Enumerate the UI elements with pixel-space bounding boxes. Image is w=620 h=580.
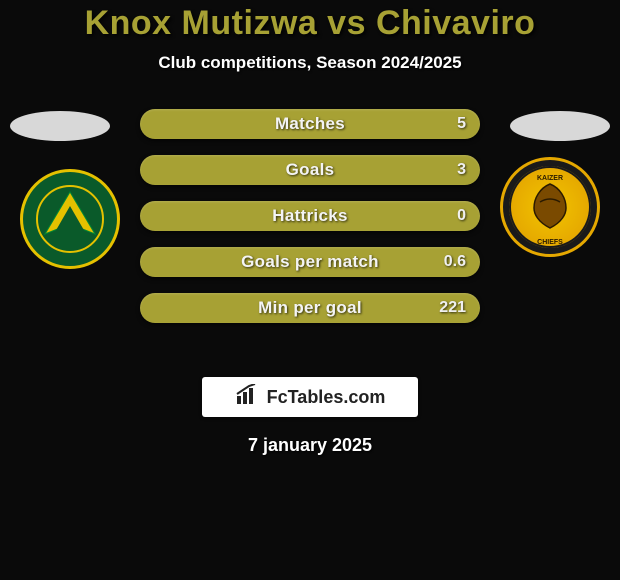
stat-value-right: 221: [439, 299, 466, 317]
player-avatar-left: [10, 111, 110, 141]
stat-label: Hattricks: [272, 206, 347, 226]
stat-label: Matches: [275, 114, 345, 134]
chart-bars-icon: [235, 384, 261, 411]
stat-value-right: 3: [457, 161, 466, 179]
stat-bar-hattricks: Hattricks 0: [140, 201, 480, 231]
svg-text:KAIZER: KAIZER: [537, 175, 563, 182]
stat-bars: Matches 5 Goals 3 Hattricks 0 Goals per …: [140, 109, 480, 339]
club-badge-left: [20, 169, 120, 269]
stat-label: Min per goal: [258, 298, 362, 318]
kaizer-chiefs-crest-icon: KAIZER CHIEFS: [509, 166, 591, 248]
stat-label: Goals: [286, 160, 335, 180]
stat-bar-goals-per-match: Goals per match 0.6: [140, 247, 480, 277]
brand-text: FcTables.com: [267, 387, 386, 408]
page-title: Knox Mutizwa vs Chivaviro: [0, 4, 620, 43]
stat-bar-goals: Goals 3: [140, 155, 480, 185]
stat-bar-matches: Matches 5: [140, 109, 480, 139]
brand-badge[interactable]: FcTables.com: [202, 377, 418, 417]
stat-value-right: 0: [457, 207, 466, 225]
stat-value-right: 0.6: [444, 253, 466, 271]
player-avatar-right: [510, 111, 610, 141]
golden-arrows-crest-icon: [30, 179, 110, 259]
stat-label: Goals per match: [241, 252, 379, 272]
stat-bar-min-per-goal: Min per goal 221: [140, 293, 480, 323]
subtitle: Club competitions, Season 2024/2025: [0, 53, 620, 73]
comparison-card: Knox Mutizwa vs Chivaviro Club competiti…: [0, 0, 620, 456]
date-text: 7 january 2025: [0, 435, 620, 456]
club-badge-right: KAIZER CHIEFS: [500, 157, 600, 257]
stat-value-right: 5: [457, 115, 466, 133]
comparison-body: KAIZER CHIEFS Matches 5 Goals 3 Hattrick…: [0, 109, 620, 369]
svg-text:CHIEFS: CHIEFS: [537, 239, 563, 246]
